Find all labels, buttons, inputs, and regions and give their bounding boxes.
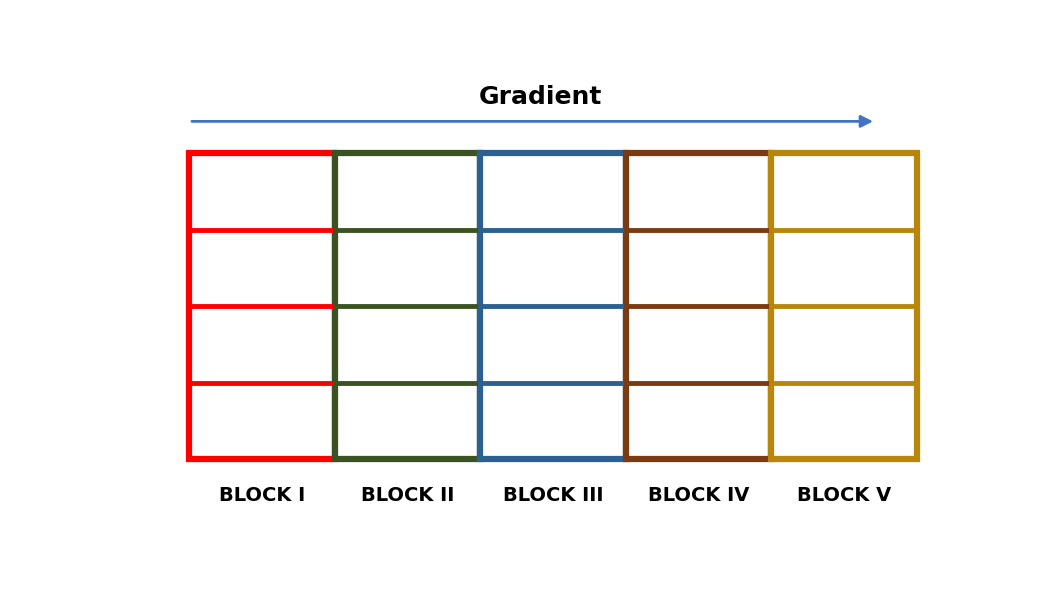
Text: BLOCK I: BLOCK I (218, 486, 305, 505)
Bar (626, 154, 771, 459)
Text: BLOCK II: BLOCK II (361, 486, 454, 505)
Bar (189, 154, 334, 459)
Bar (334, 154, 480, 459)
Bar (480, 154, 626, 459)
Text: BLOCK IV: BLOCK IV (648, 486, 749, 505)
Text: BLOCK V: BLOCK V (797, 486, 891, 505)
Bar (771, 154, 917, 459)
Text: Gradient: Gradient (479, 85, 602, 109)
Text: BLOCK III: BLOCK III (502, 486, 603, 505)
